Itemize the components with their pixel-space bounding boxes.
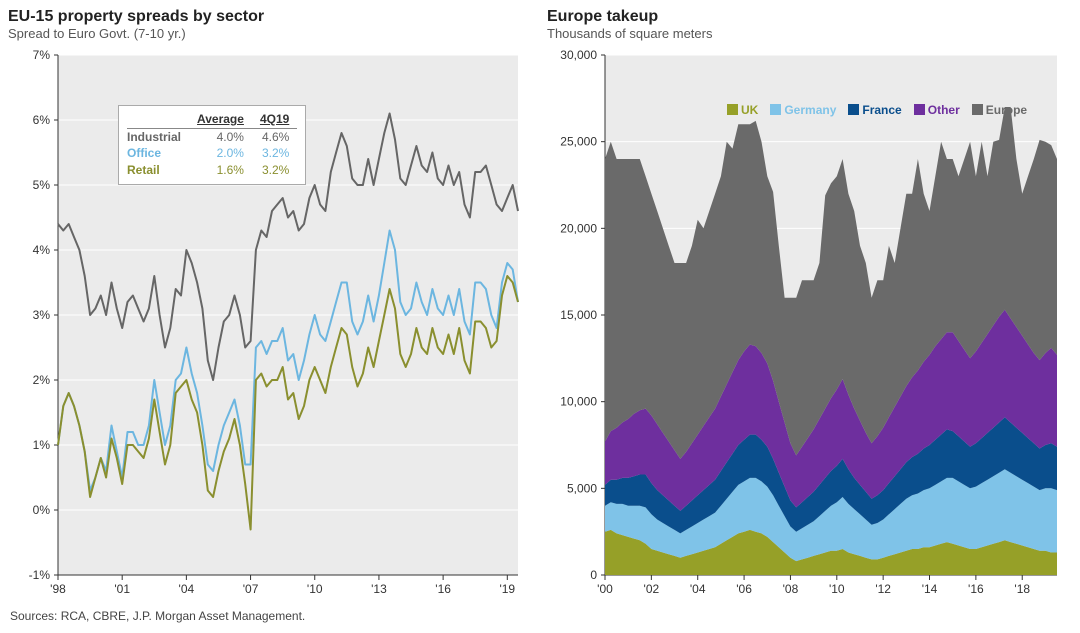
svg-text:'07: '07 (243, 582, 259, 596)
svg-text:'02: '02 (644, 582, 660, 596)
left-legend-table: Average4Q19Industrial4.0%4.6%Office2.0%3… (118, 105, 306, 185)
right-chart-svg: 0 5,000 10,000 15,000 20,000 25,000 30,000 '00 '… (547, 45, 1067, 605)
svg-text:'06: '06 (736, 582, 752, 596)
left-subtitle: Spread to Euro Govt. (7-10 yr.) (8, 26, 533, 41)
svg-text:-1%: -1% (29, 568, 51, 582)
sources-text: Sources: RCA, CBRE, J.P. Morgan Asset Ma… (8, 609, 1072, 623)
right-title: Europe takeup (547, 8, 1072, 26)
svg-text:10,000: 10,000 (560, 395, 597, 409)
svg-text:'98: '98 (50, 582, 66, 596)
left-title: EU-15 property spreads by sector (8, 8, 533, 26)
svg-text:20,000: 20,000 (560, 221, 597, 235)
svg-text:30,000: 30,000 (560, 48, 597, 62)
svg-text:'12: '12 (875, 582, 891, 596)
svg-text:2%: 2% (33, 373, 51, 387)
svg-text:3%: 3% (33, 308, 51, 322)
svg-text:'18: '18 (1014, 582, 1030, 596)
svg-text:'01: '01 (114, 582, 130, 596)
legend-item: Other (914, 103, 960, 117)
svg-text:6%: 6% (33, 113, 51, 127)
svg-text:5,000: 5,000 (567, 481, 597, 495)
right-legend: UK Germany France Other Europe (727, 103, 1027, 117)
svg-text:4%: 4% (33, 243, 51, 257)
left-panel: EU-15 property spreads by sector Spread … (8, 8, 533, 605)
right-chart-wrap: 0 5,000 10,000 15,000 20,000 25,000 30,000 '00 '… (547, 45, 1067, 605)
svg-text:0: 0 (590, 568, 597, 582)
svg-text:1%: 1% (33, 438, 51, 452)
right-panel: Europe takeup Thousands of square meters… (547, 8, 1072, 605)
legend-item: UK (727, 103, 758, 117)
svg-text:'10: '10 (829, 582, 845, 596)
legend-item: Germany (770, 103, 836, 117)
legend-item: Europe (972, 103, 1027, 117)
svg-text:'13: '13 (371, 582, 387, 596)
svg-text:'16: '16 (968, 582, 984, 596)
svg-text:5%: 5% (33, 178, 51, 192)
svg-text:'19: '19 (499, 582, 515, 596)
svg-text:'04: '04 (690, 582, 706, 596)
right-subtitle: Thousands of square meters (547, 26, 1072, 41)
svg-text:'14: '14 (922, 582, 938, 596)
svg-text:'08: '08 (783, 582, 799, 596)
svg-text:0%: 0% (33, 503, 51, 517)
svg-text:'10: '10 (307, 582, 323, 596)
chart-container: EU-15 property spreads by sector Spread … (8, 8, 1072, 605)
svg-text:7%: 7% (33, 48, 51, 62)
legend-item: France (848, 103, 901, 117)
svg-text:'04: '04 (179, 582, 195, 596)
svg-text:15,000: 15,000 (560, 308, 597, 322)
svg-text:'00: '00 (597, 582, 613, 596)
left-chart-wrap: -1% 0% 1% 2% 3% 4% 5% 6% 7% '98 '01 '04 '07 '10 '13 '16… (8, 45, 528, 605)
svg-text:'16: '16 (435, 582, 451, 596)
svg-text:25,000: 25,000 (560, 135, 597, 149)
